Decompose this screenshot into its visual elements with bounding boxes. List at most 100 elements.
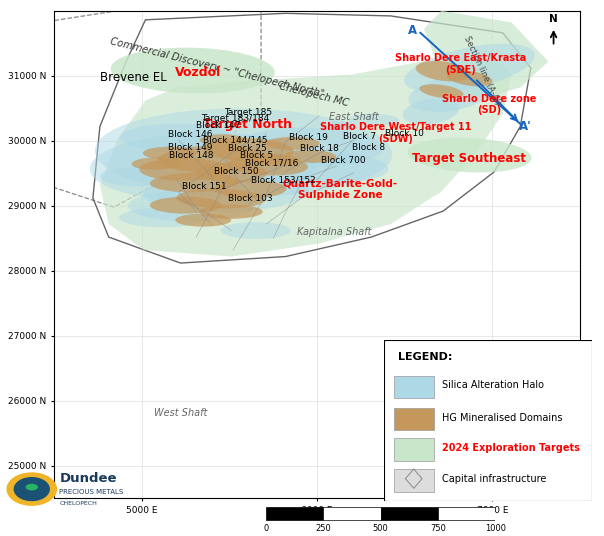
Text: PRECIOUS METALS: PRECIOUS METALS [60,489,124,495]
FancyBboxPatch shape [394,408,434,430]
Ellipse shape [143,174,309,212]
Text: Quartz-Barite-Gold-
Sulphide Zone: Quartz-Barite-Gold- Sulphide Zone [282,179,397,200]
Ellipse shape [419,84,463,99]
Ellipse shape [347,114,399,126]
Ellipse shape [25,483,38,490]
Ellipse shape [221,222,291,239]
Ellipse shape [176,189,265,209]
Ellipse shape [90,132,316,201]
Bar [438,508,495,519]
Text: Capital infrastructure: Capital infrastructure [442,474,546,483]
Text: Block 144/145: Block 144/145 [204,136,268,145]
Text: 0: 0 [263,524,268,533]
Ellipse shape [250,153,300,166]
Text: Target Southeast: Target Southeast [413,153,527,166]
Polygon shape [100,55,512,257]
Text: Section line (A-A'): Section line (A-A') [462,35,502,106]
Text: 500: 500 [373,524,388,533]
Text: Block 150: Block 150 [214,167,259,176]
Ellipse shape [120,124,234,151]
Text: Block 19: Block 19 [289,133,328,142]
Ellipse shape [150,197,222,214]
Ellipse shape [214,180,286,198]
Text: Block 103: Block 103 [228,194,272,203]
Text: Block 700: Block 700 [321,157,365,166]
Text: A: A [408,24,417,37]
Text: Block 148: Block 148 [169,151,214,160]
Polygon shape [424,11,548,100]
Text: Target 183/184: Target 183/184 [202,114,270,123]
Text: Block 7: Block 7 [344,132,376,141]
Text: A': A' [519,120,532,133]
Text: Block 153/152: Block 153/152 [251,176,315,185]
FancyBboxPatch shape [384,340,592,501]
Text: Dundee: Dundee [60,472,117,485]
Text: 2024 Exploration Targets: 2024 Exploration Targets [442,443,580,453]
Text: Sharlo Dere West/Target 11
(SDW): Sharlo Dere West/Target 11 (SDW) [320,122,472,144]
Ellipse shape [132,158,181,170]
Ellipse shape [200,135,245,146]
FancyBboxPatch shape [394,376,434,398]
Ellipse shape [234,128,383,167]
Ellipse shape [321,121,356,130]
Ellipse shape [95,108,392,197]
Circle shape [7,473,56,505]
Ellipse shape [200,205,263,219]
Text: Block 146: Block 146 [169,130,213,139]
Text: Block 8: Block 8 [352,144,385,152]
Text: 250: 250 [315,524,331,533]
Ellipse shape [140,158,229,181]
Text: Block 149: Block 149 [169,143,213,152]
Ellipse shape [265,137,320,150]
Text: Target North: Target North [202,118,292,131]
Ellipse shape [158,146,266,173]
Ellipse shape [446,70,492,86]
Text: Block 147: Block 147 [196,121,241,130]
Ellipse shape [408,76,492,112]
Ellipse shape [284,150,336,163]
Bar [323,508,381,519]
Text: LEGEND:: LEGEND: [398,352,452,362]
Text: Block 25: Block 25 [228,144,266,153]
Ellipse shape [204,138,294,162]
Ellipse shape [263,151,388,183]
Text: 750: 750 [430,524,446,533]
Circle shape [14,478,50,501]
Bar [381,508,438,519]
Text: 1000: 1000 [485,524,506,533]
Text: East Shaft: East Shaft [329,111,379,122]
Text: Chelopech MC: Chelopech MC [278,82,350,109]
Text: Block 5: Block 5 [240,151,273,160]
Text: CHELOPECH: CHELOPECH [60,501,97,507]
Text: Block 10: Block 10 [385,129,424,138]
Text: Target 185: Target 185 [224,108,272,117]
Ellipse shape [402,99,460,124]
Ellipse shape [150,173,239,192]
Ellipse shape [228,155,308,175]
Ellipse shape [408,138,532,173]
Ellipse shape [128,190,254,221]
Text: Silica Alteration Halo: Silica Alteration Halo [442,381,544,390]
Ellipse shape [100,167,173,187]
Text: N: N [549,14,558,24]
Text: Sharlo Dere zone
(SD): Sharlo Dere zone (SD) [442,94,536,115]
Ellipse shape [175,214,231,227]
Text: Block 18: Block 18 [300,144,338,153]
Ellipse shape [119,208,207,227]
Ellipse shape [416,61,471,81]
Ellipse shape [196,163,267,182]
Text: Sharlo Dere East/Krasta
(SDE): Sharlo Dere East/Krasta (SDE) [395,53,526,75]
Ellipse shape [143,147,197,160]
Text: Kapitalna Shaft: Kapitalna Shaft [297,227,372,237]
Ellipse shape [404,43,535,92]
Text: West Shaft: West Shaft [154,408,207,418]
Text: Commercial Discovery ~ "Chelopech North": Commercial Discovery ~ "Chelopech North" [109,36,326,100]
Text: Brevene EL: Brevene EL [100,71,167,84]
Text: HG Mineralised Domains: HG Mineralised Domains [442,413,562,422]
FancyBboxPatch shape [394,438,434,461]
Ellipse shape [111,48,275,93]
FancyBboxPatch shape [394,469,434,492]
Bar [266,508,323,519]
Text: Block 151: Block 151 [182,182,227,191]
Text: Block 17/16: Block 17/16 [245,159,298,167]
